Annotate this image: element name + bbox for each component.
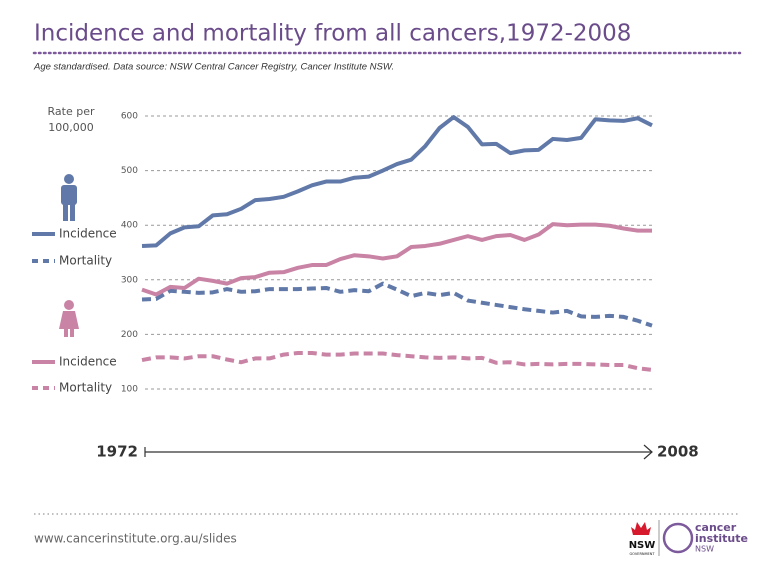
series-line: [141, 350, 653, 372]
subtitle: Age standardised. Data source: NSW Centr…: [33, 62, 394, 73]
legend-label: Mortality: [59, 381, 112, 395]
series-line: [141, 281, 653, 328]
series-line: [141, 115, 653, 248]
y-tick-label: 200: [121, 330, 138, 340]
series-line: [141, 222, 652, 297]
legend-label: Mortality: [59, 254, 112, 268]
y-tick-label: 100: [121, 385, 138, 395]
ci-logo: [662, 522, 694, 554]
y-tick-label: 600: [121, 112, 138, 122]
y-tick-label: 300: [121, 275, 138, 285]
x-tick-label: 1972: [96, 443, 138, 461]
y-tick-label: 500: [121, 166, 138, 176]
female-icon: [59, 300, 79, 337]
nsw-logo: NSW GOVERNMENT: [629, 522, 656, 556]
legend-label: Incidence: [59, 355, 117, 369]
legend-label: Incidence: [59, 227, 117, 241]
nsw-text: NSW: [629, 540, 656, 551]
gov-text: GOVERNMENT: [629, 552, 655, 556]
logo-text: institute: [695, 532, 748, 545]
footer-url: www.cancerinstitute.org.au/slides: [34, 532, 237, 546]
x-tick: [643, 444, 653, 460]
chart-title: Incidence and mortality from all cancers…: [34, 21, 631, 47]
logo-text: cancer: [695, 521, 737, 534]
y-axis-label: Rate per 100,000: [47, 105, 95, 134]
x-tick-label: 2008: [657, 443, 699, 461]
male-icon: [61, 174, 77, 221]
logo-text: NSW: [695, 545, 714, 554]
y-tick-label: 400: [121, 221, 138, 231]
